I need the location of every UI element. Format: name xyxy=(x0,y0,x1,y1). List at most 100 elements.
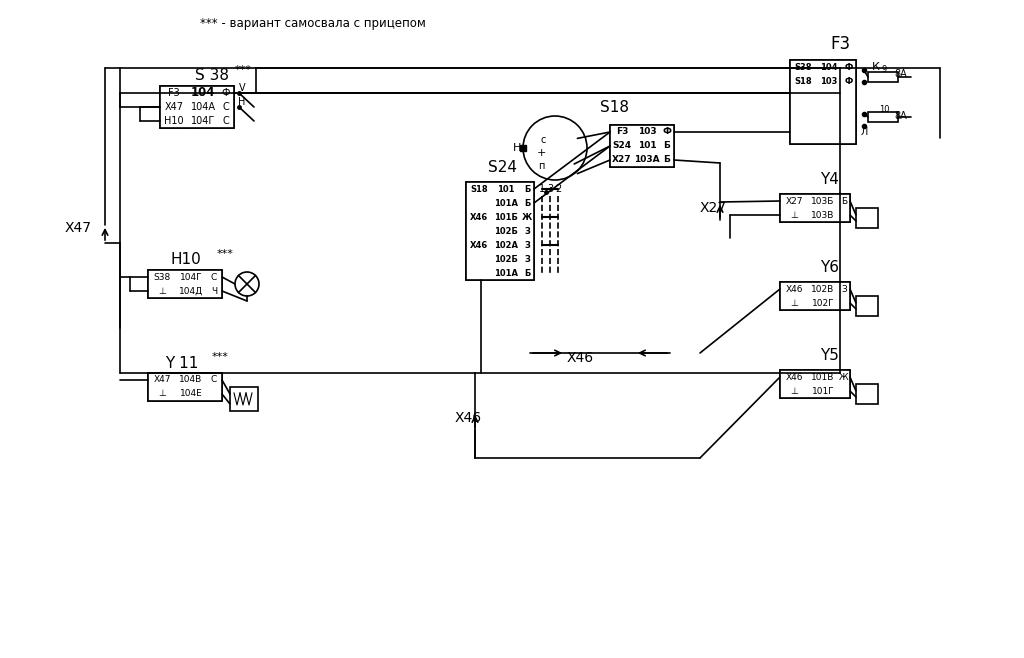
Text: Б: Б xyxy=(524,199,530,207)
Text: 102В: 102В xyxy=(811,284,835,293)
Bar xyxy=(466,252,492,266)
Text: 102Б: 102Б xyxy=(494,255,518,263)
Bar xyxy=(466,196,492,210)
Text: 103А: 103А xyxy=(634,155,659,164)
Text: с: с xyxy=(541,135,546,145)
Bar xyxy=(660,153,674,167)
Text: S24: S24 xyxy=(488,161,517,176)
Text: *** - вариант самосвала с прицепом: *** - вариант самосвала с прицепом xyxy=(200,16,426,30)
Text: 102Г: 102Г xyxy=(812,299,835,307)
Text: Ф: Ф xyxy=(845,76,853,86)
Text: С: С xyxy=(222,116,229,126)
Bar xyxy=(492,252,520,266)
Text: 102А: 102А xyxy=(494,241,518,249)
Bar xyxy=(610,125,674,167)
Text: С: С xyxy=(211,376,217,384)
Text: З: З xyxy=(524,241,530,249)
Bar xyxy=(790,116,816,130)
Text: Б: Б xyxy=(664,155,671,164)
Bar xyxy=(808,296,838,310)
Bar xyxy=(842,88,856,102)
Text: S 38: S 38 xyxy=(195,68,229,84)
Text: С: С xyxy=(222,102,229,112)
Bar xyxy=(838,370,850,384)
Text: 103В: 103В xyxy=(811,211,835,220)
Text: Н10: Н10 xyxy=(164,116,184,126)
Text: 104В: 104В xyxy=(179,376,203,384)
Text: Х47: Х47 xyxy=(165,102,183,112)
Bar xyxy=(520,210,534,224)
Bar xyxy=(868,72,898,82)
Text: 104А: 104А xyxy=(190,102,215,112)
Text: 9: 9 xyxy=(882,64,887,74)
Bar xyxy=(790,60,856,144)
Bar xyxy=(206,270,222,284)
Text: 101: 101 xyxy=(638,141,656,151)
Bar xyxy=(466,266,492,280)
Text: 103: 103 xyxy=(820,76,838,86)
Text: ⊥: ⊥ xyxy=(791,386,798,395)
Bar xyxy=(492,196,520,210)
Bar xyxy=(868,112,898,122)
Bar xyxy=(206,387,222,401)
Text: Н10: Н10 xyxy=(170,253,201,268)
Text: Б: Б xyxy=(664,141,671,151)
Bar xyxy=(218,86,234,100)
Text: V: V xyxy=(239,83,246,93)
Text: Y4: Y4 xyxy=(820,172,839,188)
Bar xyxy=(492,266,520,280)
Bar xyxy=(520,238,534,252)
Bar xyxy=(838,208,850,222)
Bar xyxy=(780,296,808,310)
Bar xyxy=(206,284,222,298)
Bar xyxy=(780,194,850,222)
Bar xyxy=(492,210,520,224)
Bar xyxy=(466,182,534,280)
Text: 8А: 8А xyxy=(895,69,907,79)
Bar xyxy=(160,114,188,128)
Text: З: З xyxy=(841,284,847,293)
Text: К: К xyxy=(872,62,880,72)
Bar xyxy=(842,74,856,88)
Bar xyxy=(808,370,838,384)
Bar xyxy=(780,194,808,208)
Bar xyxy=(218,100,234,114)
Text: Ж: Ж xyxy=(840,372,849,382)
Text: 101Г: 101Г xyxy=(812,386,835,395)
Bar xyxy=(842,116,856,130)
Bar xyxy=(188,86,218,100)
Bar xyxy=(816,60,842,74)
Text: п: п xyxy=(538,161,544,171)
Bar xyxy=(838,296,850,310)
Text: S18: S18 xyxy=(470,184,487,193)
Text: Х47: Х47 xyxy=(65,221,92,235)
Text: Х46: Х46 xyxy=(470,213,488,222)
Text: Б: Б xyxy=(524,184,530,193)
Bar xyxy=(634,139,660,153)
Bar xyxy=(218,114,234,128)
Bar xyxy=(520,196,534,210)
Text: ⊥: ⊥ xyxy=(158,286,166,295)
Text: Ф: Ф xyxy=(845,63,853,72)
Text: ⊥: ⊥ xyxy=(158,390,166,399)
Bar xyxy=(148,373,222,401)
Bar xyxy=(466,182,492,196)
Bar xyxy=(780,370,808,384)
Text: Ч: Ч xyxy=(211,286,217,295)
Text: Б: Б xyxy=(841,197,847,205)
Bar xyxy=(466,238,492,252)
Text: Ф: Ф xyxy=(222,88,230,98)
Bar xyxy=(856,384,878,404)
Bar xyxy=(160,86,234,128)
Text: Н: Н xyxy=(513,143,521,153)
Bar xyxy=(610,153,634,167)
Text: F3: F3 xyxy=(615,128,628,136)
Text: Y5: Y5 xyxy=(820,349,839,363)
Bar xyxy=(148,270,176,284)
Text: S18: S18 xyxy=(600,101,629,116)
Bar xyxy=(838,194,850,208)
Bar xyxy=(520,224,534,238)
Bar xyxy=(780,208,808,222)
Text: H: H xyxy=(239,97,246,107)
Text: 101А: 101А xyxy=(494,268,518,278)
